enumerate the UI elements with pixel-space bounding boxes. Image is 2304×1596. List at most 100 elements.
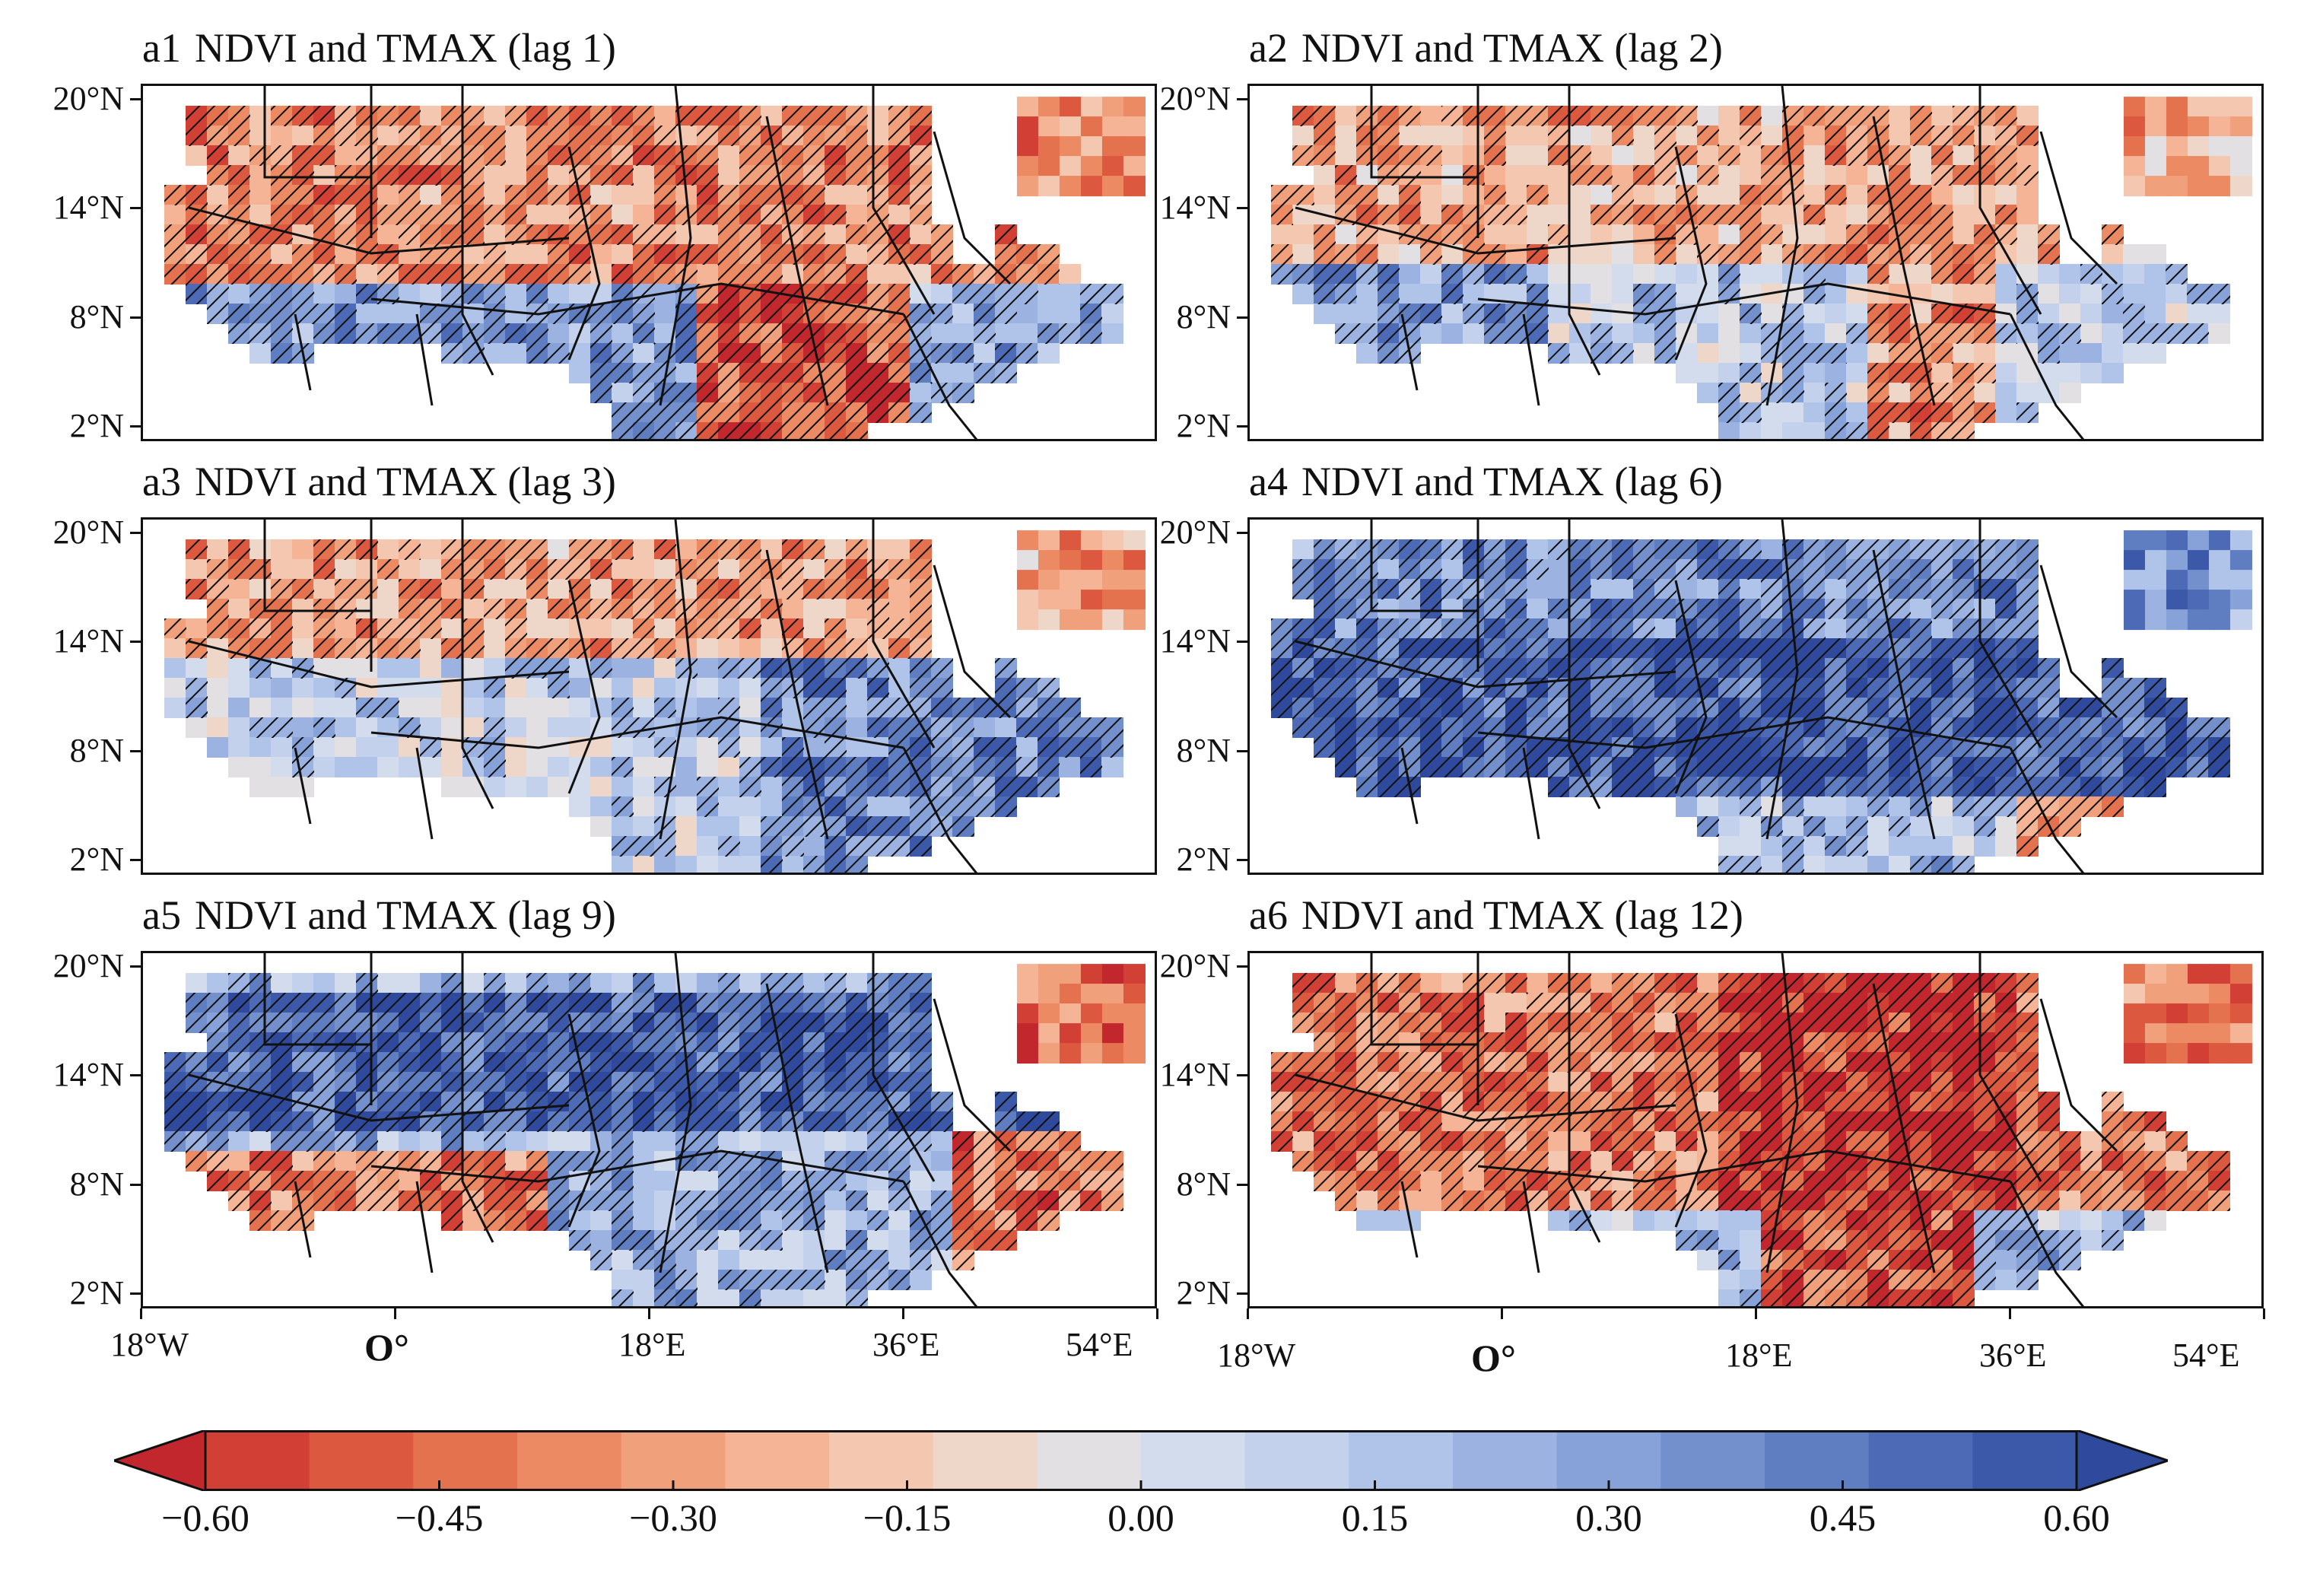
lat-label: 8°N: [69, 297, 124, 335]
lat-tick: [1237, 641, 1247, 644]
lat-tick: [1237, 1292, 1247, 1295]
lat-tick: [1237, 207, 1247, 210]
colorbar-segment: [1868, 1430, 1973, 1491]
colorbar-tick-label: −0.60: [161, 1496, 249, 1539]
lon-tick: [394, 1308, 396, 1319]
colorbar-tick-label: 0.00: [1108, 1496, 1174, 1539]
panel-id: a2: [1249, 25, 1288, 71]
colorbar-bar: [110, 1428, 2172, 1493]
colorbar-tick-label: −0.30: [629, 1496, 717, 1539]
lat-tick: [1237, 859, 1247, 861]
colorbar-extend-min: [110, 1428, 207, 1493]
lat-tick: [130, 1074, 141, 1077]
lat-tick: [130, 965, 141, 968]
lon-label: 54°E: [1066, 1326, 1133, 1363]
significance-hatching: [164, 106, 1123, 439]
colorbar-segment: [517, 1430, 622, 1491]
lon-tick: [1501, 1308, 1503, 1319]
panel-title-text: NDVI and TMAX (lag 1): [194, 25, 616, 71]
colorbar-segment: [413, 1430, 518, 1491]
lon-label: 18°W: [1217, 1337, 1296, 1374]
significance-hatching: [1271, 973, 2230, 1306]
correlation-map: [1271, 520, 2252, 873]
lat-tick: [130, 1292, 141, 1295]
map-frame: [1247, 951, 2264, 1308]
lon-label: 36°E: [1979, 1337, 2047, 1374]
lon-label: 18°E: [618, 1326, 686, 1363]
lat-label: 20°N: [52, 513, 124, 551]
lat-tick: [130, 532, 141, 534]
colorbar-segment: [309, 1430, 414, 1491]
lat-tick: [130, 1183, 141, 1186]
lat-label: 14°N: [52, 1056, 124, 1094]
panel-id: a1: [142, 25, 181, 71]
lon-tick: [648, 1308, 650, 1319]
colorbar-tick-label: −0.15: [863, 1496, 952, 1539]
country-borders: [188, 520, 1012, 873]
colorbar-tick-label: 0.45: [1809, 1496, 1877, 1539]
panel-id: a6: [1249, 892, 1288, 938]
colorbar-tick-label: 0.15: [1341, 1496, 1409, 1539]
lat-tick: [130, 859, 141, 861]
colorbar-tick-label: −0.45: [395, 1496, 484, 1539]
colorbar-segment: [1972, 1430, 2077, 1491]
lat-label: 2°N: [69, 407, 124, 444]
lat-label: 8°N: [1176, 731, 1231, 769]
colorbar-segment: [933, 1430, 1038, 1491]
map-frame: [141, 951, 1157, 1308]
lat-label: 20°N: [52, 947, 124, 984]
colorbar-tick-label: 0.60: [2043, 1496, 2110, 1539]
lat-label: 8°N: [1176, 297, 1231, 335]
panel-title-text: NDVI and TMAX (lag 3): [194, 459, 616, 504]
lat-tick: [1237, 425, 1247, 428]
panel-title-text: NDVI and TMAX (lag 12): [1301, 892, 1743, 938]
lat-tick: [130, 425, 141, 428]
lat-label: 2°N: [69, 841, 124, 878]
lat-label: 2°N: [69, 1274, 124, 1311]
lat-label: 14°N: [1159, 622, 1231, 660]
colorbar-segment: [725, 1430, 830, 1491]
map-frame: [141, 517, 1157, 875]
correlation-map: [164, 520, 1146, 873]
lat-label: 14°N: [1159, 1056, 1231, 1094]
colorbar: −0.60 −0.45 −0.30 −0.15 0.00 0.15 0.30 0.45 0.60: [110, 1428, 2172, 1539]
lat-tick: [130, 641, 141, 644]
lat-tick: [1237, 98, 1247, 100]
panel-title-text: NDVI and TMAX (lag 9): [194, 892, 616, 938]
country-borders: [1295, 86, 2118, 439]
colorbar-tick-label: 0.30: [1575, 1496, 1642, 1539]
significance-hatching: [164, 973, 1123, 1306]
lat-tick: [130, 316, 141, 319]
panel-title: a4 NDVI and TMAX (lag 6): [1249, 458, 1723, 505]
panel-title-text: NDVI and TMAX (lag 2): [1301, 25, 1723, 71]
lat-label: 14°N: [52, 189, 124, 227]
colorbar-segment: [1141, 1430, 1246, 1491]
significance-hatching: [1271, 539, 2230, 873]
map-frame: [1247, 84, 2264, 441]
lat-tick: [1237, 749, 1247, 752]
significance-hatching: [1271, 106, 2230, 439]
lat-tick: [130, 98, 141, 100]
map-frame: [1247, 517, 2264, 875]
lat-label: 2°N: [1176, 841, 1231, 878]
panel-title: a6 NDVI and TMAX (lag 12): [1249, 892, 1743, 939]
panel-id: a4: [1249, 459, 1288, 504]
panel-id: a3: [142, 459, 181, 504]
map-frame: [141, 84, 1157, 441]
colorbar-segment: [1244, 1430, 1349, 1491]
lat-label: 20°N: [1159, 513, 1231, 551]
colorbar-segment: [829, 1430, 934, 1491]
significance-hatching: [164, 539, 1123, 873]
colorbar-segment: [1037, 1430, 1142, 1491]
country-borders: [188, 86, 1012, 439]
panel-title: a2 NDVI and TMAX (lag 2): [1249, 24, 1723, 72]
lat-label: 8°N: [69, 1165, 124, 1203]
colorbar-segment: [1765, 1430, 1870, 1491]
lat-label: 8°N: [69, 731, 124, 769]
lat-tick: [130, 207, 141, 210]
colorbar-segment: [1660, 1430, 1765, 1491]
lon-label: 18°E: [1725, 1337, 1793, 1374]
lat-tick: [130, 749, 141, 752]
lon-tick: [1247, 1308, 1249, 1319]
lon-label: O°: [1471, 1337, 1516, 1379]
